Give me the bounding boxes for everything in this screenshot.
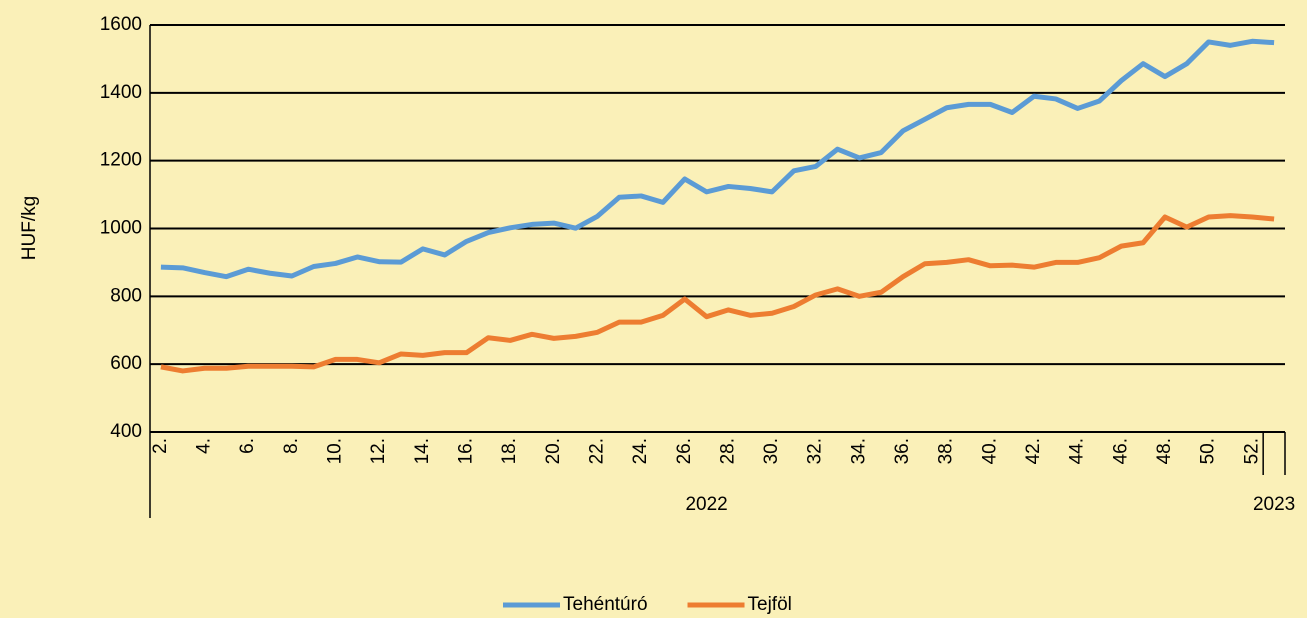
x-tick-label: 40. (979, 438, 1000, 464)
y-tick-label: 1600 (100, 14, 142, 35)
group-label: 2022 (685, 494, 727, 515)
x-tick-label: 6. (237, 438, 258, 454)
x-tick-label: 50. (1198, 438, 1219, 464)
x-tick-label: 42. (1023, 438, 1044, 464)
x-tick-label: 52. (1241, 438, 1262, 464)
x-tick-label: 16. (456, 438, 477, 464)
x-tick-label: 32. (805, 438, 826, 464)
x-tick-label: 36. (892, 438, 913, 464)
legend-label: Tejföl (748, 594, 792, 615)
x-tick-label: 24. (630, 438, 651, 464)
y-axis-label: HUF/kg (19, 196, 40, 260)
group-label: 2023 (1253, 494, 1295, 515)
x-tick-label: 8. (281, 438, 302, 454)
y-tick-label: 1400 (100, 82, 142, 103)
x-tick-label: 4. (194, 438, 215, 454)
x-tick-label: 44. (1067, 438, 1088, 464)
y-tick-label: 400 (110, 421, 142, 442)
x-tick-label: 46. (1110, 438, 1131, 464)
legend-label: Tehéntúró (563, 594, 648, 615)
x-tick-label: 2. (150, 438, 171, 454)
x-tick-label: 26. (674, 438, 695, 464)
x-tick-label: 28. (717, 438, 738, 464)
x-tick-label: 18. (499, 438, 520, 464)
x-tick-label: 30. (761, 438, 782, 464)
x-tick-label: 12. (368, 438, 389, 464)
series-line (160, 38, 1275, 280)
x-tick-label: 20. (543, 438, 564, 464)
x-tick-label: 14. (412, 438, 433, 464)
x-tick-label: 38. (936, 438, 957, 464)
y-tick-label: 1200 (100, 150, 142, 171)
y-tick-label: 1000 (100, 218, 142, 239)
x-tick-label: 48. (1154, 438, 1175, 464)
x-tick-label: 22. (586, 438, 607, 464)
x-tick-label: 10. (325, 438, 346, 464)
y-tick-label: 800 (110, 285, 142, 306)
y-tick-label: 600 (110, 353, 142, 374)
x-tick-label: 34. (848, 438, 869, 464)
series-line (160, 213, 1275, 374)
